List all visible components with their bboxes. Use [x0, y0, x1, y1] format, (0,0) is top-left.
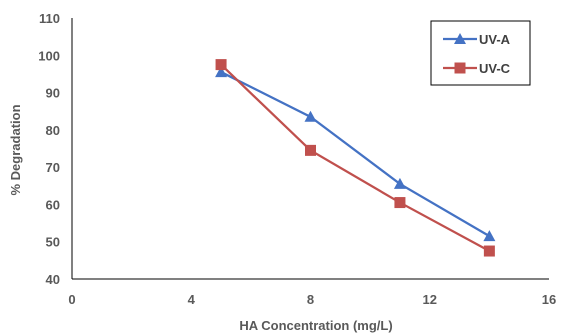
x-tick-label: 0 — [68, 292, 75, 307]
x-tick-label: 12 — [423, 292, 437, 307]
legend-item-uv-c: UV-C — [443, 61, 511, 76]
y-tick-label: 110 — [39, 11, 60, 26]
data-point-uv-c — [215, 59, 227, 71]
legend-label-uv-c: UV-C — [479, 61, 511, 76]
x-tick-label: 16 — [542, 292, 556, 307]
y-tick-label: 70 — [46, 160, 60, 175]
legend-marker-uv-a — [454, 33, 466, 44]
y-tick-label: 50 — [46, 235, 60, 250]
data-point-uv-a — [393, 177, 406, 189]
legend: UV-A UV-C — [430, 20, 531, 86]
y-tick-label: 60 — [46, 197, 60, 212]
data-point-uv-c — [305, 144, 316, 156]
y-tick-label: 40 — [46, 272, 60, 287]
series-line-uv-a — [220, 71, 490, 238]
legend-marker-uv-c — [454, 62, 466, 74]
y-tick-label: 100 — [38, 48, 60, 63]
series-uv-c — [215, 59, 495, 257]
data-point-uv-c — [483, 245, 495, 257]
data-point-uv-a — [215, 66, 228, 78]
y-tick-label: 80 — [46, 123, 60, 138]
data-point-uv-c — [394, 197, 406, 209]
x-tick-label: 4 — [188, 292, 196, 307]
x-tick-labels: 0 4 8 12 16 — [68, 292, 556, 307]
series-layer — [215, 59, 496, 257]
data-point-uv-a — [483, 230, 496, 242]
legend-label-uv-a: UV-A — [479, 32, 511, 47]
series-line-uv-c — [220, 63, 490, 253]
y-tick-label: 90 — [46, 86, 60, 101]
legend-item-uv-a: UV-A — [443, 32, 511, 47]
legend-box — [430, 20, 531, 86]
x-tick-label: 8 — [307, 292, 314, 307]
y-tick-labels: 40 50 60 70 80 90 100 110 — [38, 11, 60, 287]
x-axis-title: HA Concentration (mg/L) — [239, 318, 392, 333]
data-point-uv-a — [304, 110, 317, 122]
series-uv-a — [215, 66, 496, 242]
axes — [71, 18, 549, 280]
y-axis-title: % Degradation — [8, 104, 23, 195]
